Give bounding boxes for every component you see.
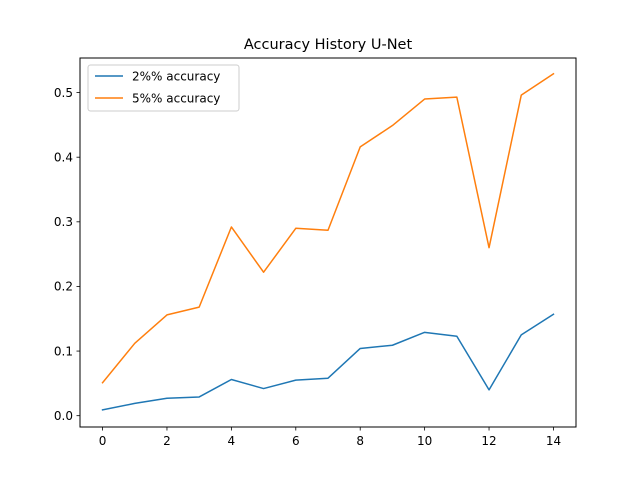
series-layer: [101, 72, 555, 411]
series-line-1: [101, 313, 555, 411]
legend-box: [87, 64, 240, 112]
y-tick-label: 0.0: [54, 409, 73, 423]
x-tick-label: 10: [417, 434, 432, 448]
x-tick-label: 2: [163, 434, 171, 448]
chart-title: Accuracy History U-Net: [244, 37, 413, 53]
x-tick-label: 0: [99, 434, 107, 448]
y-tick-label: 0.1: [54, 344, 73, 358]
y-tick-label: 0.3: [54, 215, 73, 229]
plot-frame: [79, 57, 577, 428]
legend-label-2: 5%% accuracy: [132, 91, 220, 105]
legend-label-1: 2%% accuracy: [132, 69, 220, 83]
x-tick-label: 12: [481, 434, 496, 448]
series-line-2: [101, 72, 555, 384]
x-tick-label: 8: [356, 434, 364, 448]
y-tick-label: 0.4: [54, 150, 73, 164]
y-axis: 0.0 0.1 0.2 0.3 0.4 0.5: [54, 86, 80, 423]
x-axis: 0 2 4 6 8 10 12 14: [99, 427, 561, 448]
y-tick-label: 0.2: [54, 280, 73, 294]
x-tick-label: 14: [546, 434, 561, 448]
x-tick-label: 6: [292, 434, 300, 448]
x-tick-label: 4: [228, 434, 236, 448]
y-tick-label: 0.5: [54, 86, 73, 100]
legend: 2%% accuracy 5%% accuracy: [87, 64, 240, 112]
